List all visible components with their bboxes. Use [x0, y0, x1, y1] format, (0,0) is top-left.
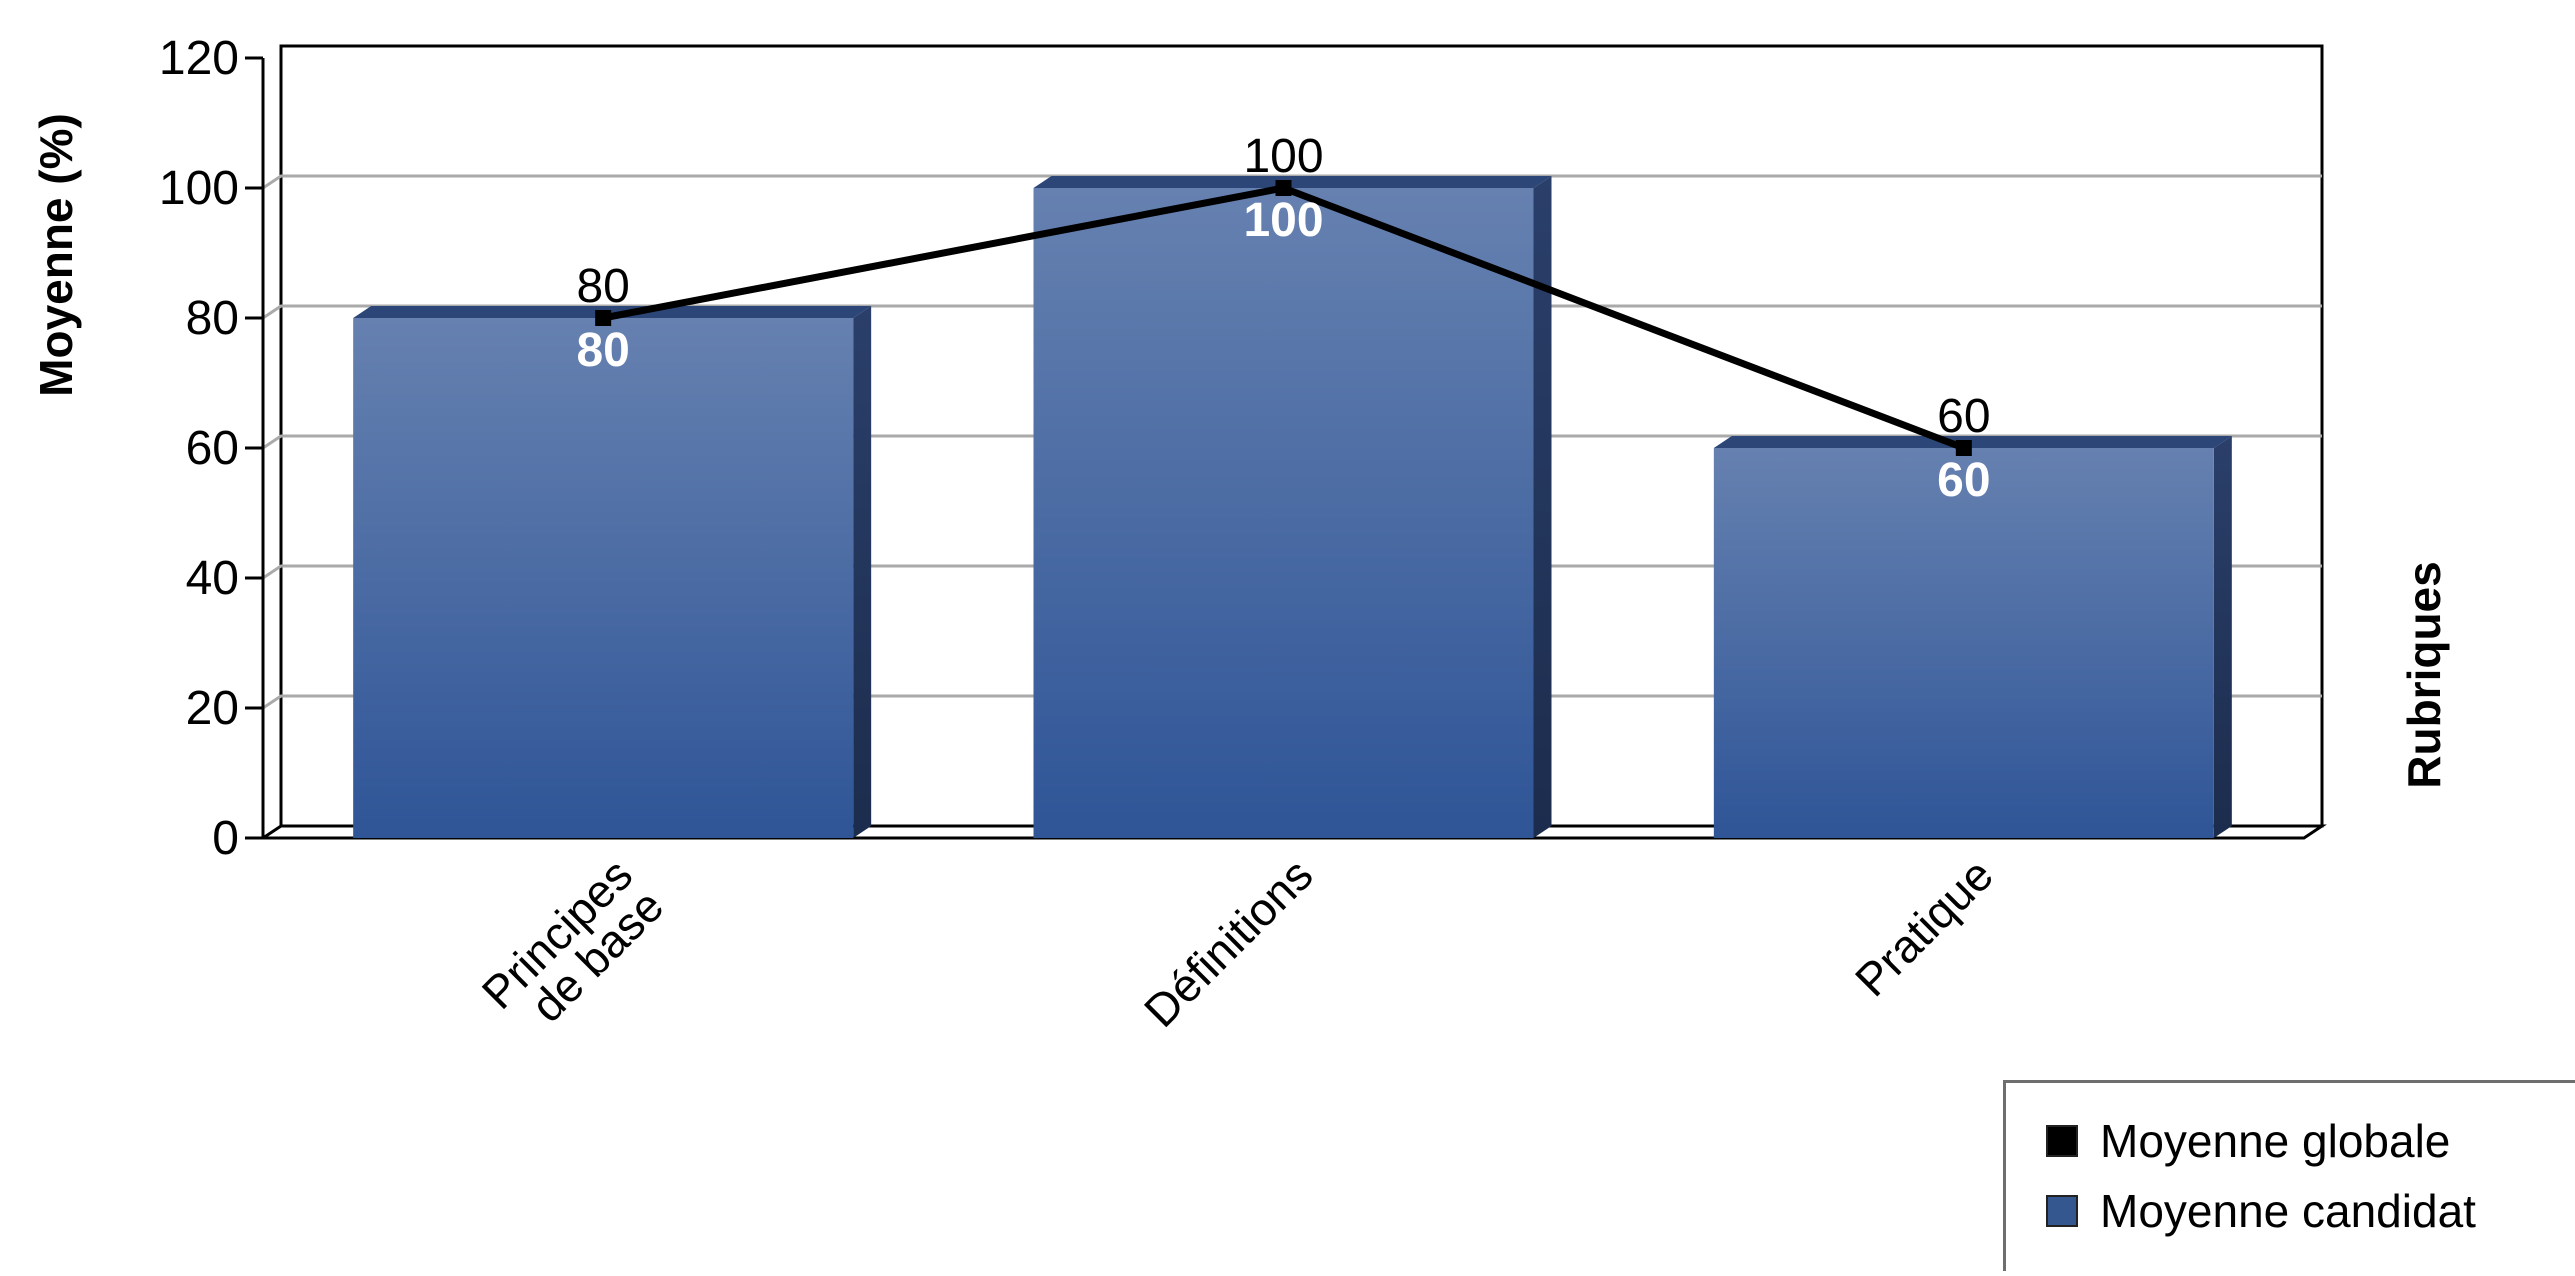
- line-point: [595, 310, 612, 326]
- line-value-label: 80: [576, 260, 629, 313]
- gridline: [262, 304, 2322, 320]
- x-tick-label-line: Définitions: [1134, 848, 1323, 1037]
- x-axis-title: Rubriques: [2398, 561, 2450, 788]
- bar-side: [1533, 176, 1552, 838]
- bar-side: [853, 306, 872, 838]
- legend-swatch: [2046, 1195, 2078, 1227]
- bar-value-label: 100: [1243, 194, 1323, 247]
- gridline: [262, 564, 2322, 580]
- legend-label: Moyenne candidat: [2100, 1185, 2476, 1237]
- gridlines: [262, 174, 2322, 710]
- line-series: [595, 180, 1972, 456]
- data-labels: 80 100 60 80 100 60: [576, 130, 1990, 507]
- legend-swatch: [2046, 1125, 2078, 1157]
- line-value-label: 100: [1243, 130, 1323, 183]
- y-tick-label: 120: [159, 32, 239, 85]
- legend-item-moyenne-globale: Moyenne globale: [2046, 1111, 2450, 1171]
- gridline: [262, 434, 2322, 450]
- bar: [353, 318, 854, 838]
- x-tick-label-line: Pratique: [1845, 848, 2003, 1006]
- x-tick-label: Définitions: [1134, 848, 1323, 1037]
- bar-top: [353, 306, 872, 318]
- y-axis-title: Moyenne (%): [30, 113, 82, 397]
- bar-value-label: 80: [576, 324, 629, 377]
- y-tick-label: 40: [186, 552, 239, 605]
- y-tick-label: 100: [159, 162, 239, 215]
- y-tick-label: 0: [212, 812, 239, 865]
- y-tick-label: 60: [186, 422, 239, 475]
- line-point: [1955, 440, 1972, 456]
- bar-top: [1033, 176, 1552, 188]
- y-tick-label: 20: [186, 682, 239, 735]
- line-value-label: 60: [1937, 390, 1990, 443]
- gridline: [262, 174, 2322, 190]
- bar-value-label: 60: [1937, 454, 1990, 507]
- bar: [1033, 188, 1534, 838]
- x-tick-label: Pratique: [1845, 848, 2003, 1006]
- bar-top: [1713, 436, 2232, 448]
- legend-label: Moyenne globale: [2100, 1115, 2451, 1167]
- legend: Moyenne globale Moyenne candidat: [2003, 1080, 2575, 1271]
- gridline: [262, 694, 2322, 710]
- x-tick-label: Principesde base: [472, 848, 674, 1050]
- bar: [1713, 448, 2214, 838]
- bars: [353, 176, 2232, 838]
- line-point: [1275, 180, 1292, 196]
- y-tick-label: 80: [186, 292, 239, 345]
- legend-item-moyenne-candidat: Moyenne candidat: [2046, 1181, 2476, 1241]
- bar-side: [2213, 436, 2232, 838]
